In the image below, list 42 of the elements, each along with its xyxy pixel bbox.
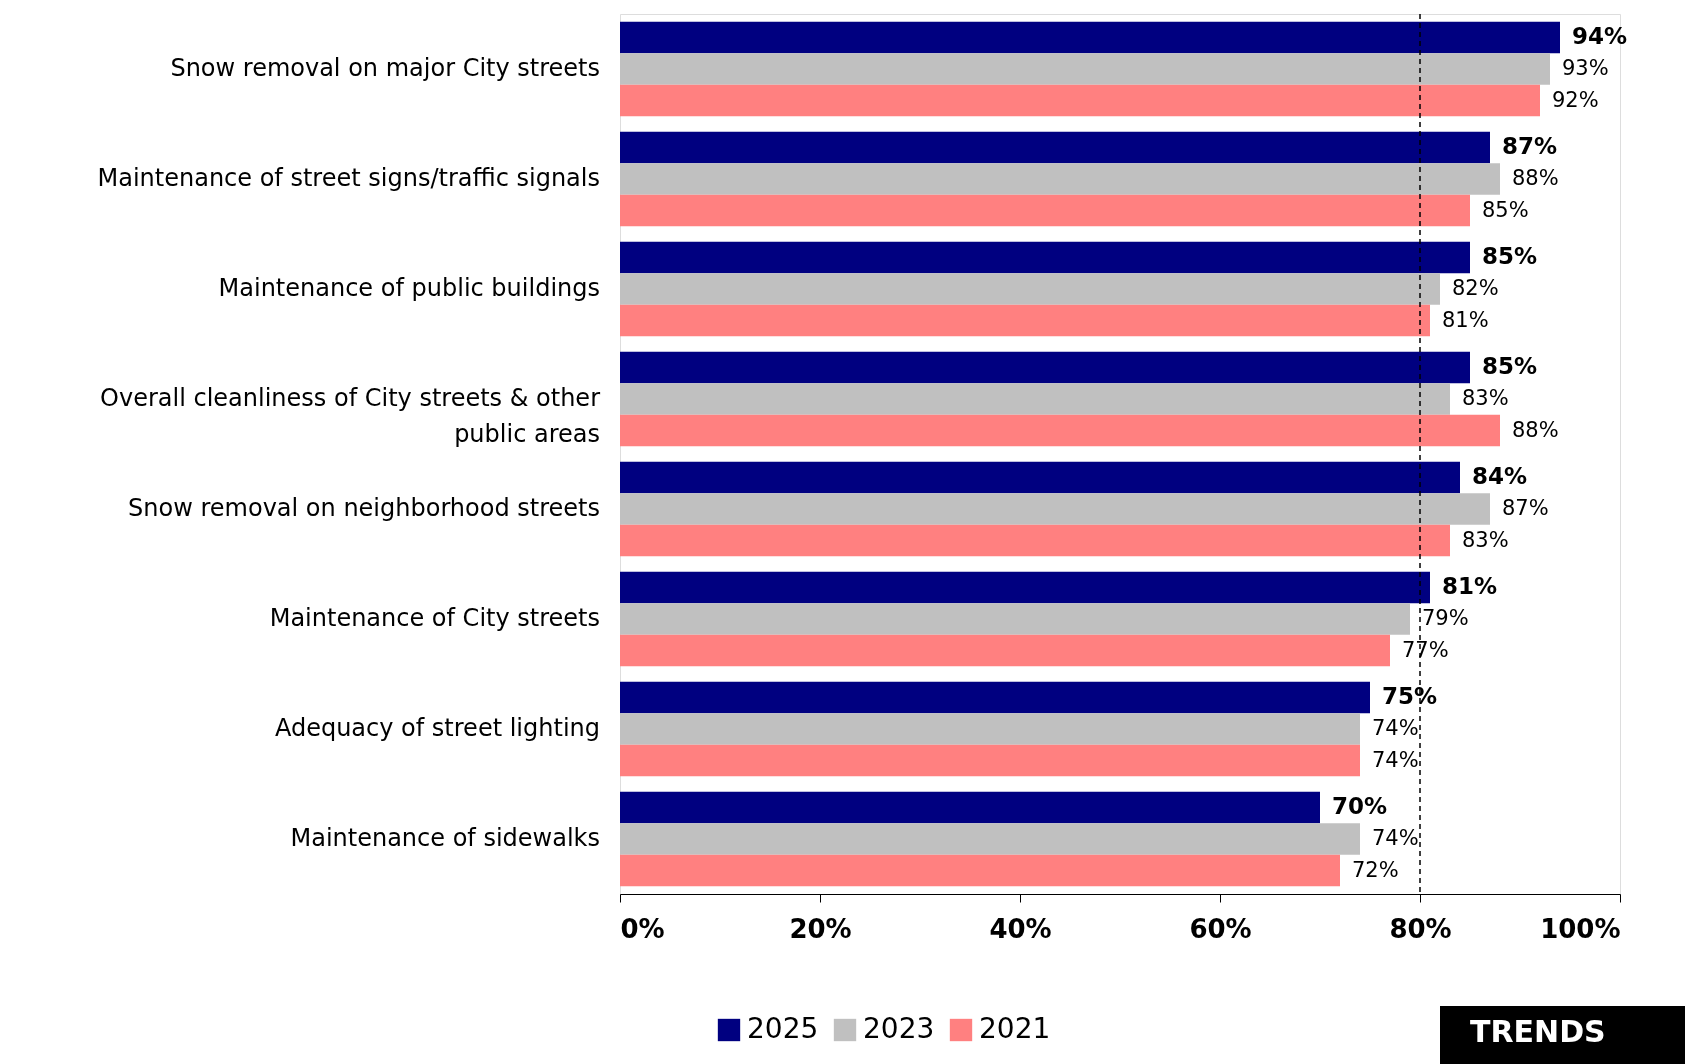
data-label: 81% (1442, 573, 1498, 600)
data-label: 85% (1482, 353, 1538, 380)
data-label: 87% (1502, 133, 1558, 160)
x-tick-label: 0% (620, 913, 665, 944)
x-tick-label: 20% (789, 913, 852, 944)
y-tick-label: Maintenance of street signs/traffic signals (97, 164, 600, 192)
data-label: 87% (1502, 496, 1549, 520)
data-label: 88% (1512, 417, 1559, 442)
data-label: 82% (1452, 276, 1499, 300)
data-label: 74% (1372, 716, 1419, 740)
data-label: 75% (1382, 683, 1438, 710)
data-label: 70% (1332, 793, 1388, 820)
y-tick-label: Adequacy of street lighting (274, 714, 600, 742)
data-label: 79% (1422, 606, 1469, 630)
x-tick-label: 100% (1540, 913, 1621, 944)
data-label: 84% (1472, 463, 1528, 490)
data-label: 77% (1402, 637, 1449, 662)
y-tick-label: Snow removal on major City streets (170, 54, 600, 82)
y-tick-label: Maintenance of sidewalks (290, 824, 600, 852)
data-label: 88% (1512, 166, 1559, 190)
data-label: 85% (1482, 197, 1529, 222)
x-tick-label: 60% (1189, 913, 1252, 944)
legend-label: 2023 (863, 1012, 935, 1045)
x-tick-label: 80% (1389, 913, 1452, 944)
y-tick-label: Maintenance of public buildings (218, 274, 600, 302)
legend-label: 2025 (747, 1012, 819, 1045)
data-label: 92% (1552, 87, 1599, 112)
legend-label: 2021 (979, 1012, 1051, 1045)
data-label: 72% (1352, 857, 1399, 882)
data-label: 83% (1462, 527, 1509, 552)
x-tick-label: 40% (989, 913, 1052, 944)
data-label: 83% (1462, 386, 1509, 410)
y-tick-label: Maintenance of City streets (269, 604, 600, 632)
data-label: 74% (1372, 747, 1419, 772)
y-tick-label: Overall cleanliness of City streets & other public areas (100, 384, 601, 448)
data-label: 94% (1572, 23, 1628, 50)
data-label: 85% (1482, 243, 1538, 270)
text: TRENDS (1470, 1014, 1606, 1049)
data-label: 74% (1372, 826, 1419, 850)
y-tick-label: Snow removal on neighborhood streets (128, 494, 600, 522)
data-label: 93% (1562, 56, 1609, 80)
data-label: 81% (1442, 307, 1489, 332)
